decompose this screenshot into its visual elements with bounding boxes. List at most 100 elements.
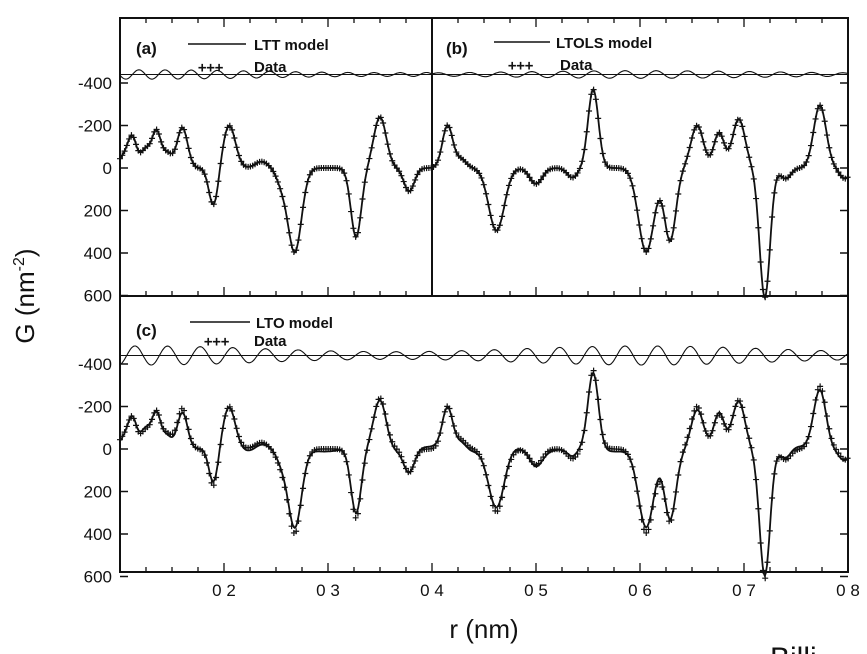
top-data-point — [659, 203, 666, 210]
bottom-data-point — [412, 457, 419, 464]
bottom-data-point — [219, 425, 226, 432]
top-panel-frame — [119, 17, 849, 297]
bottom-data-point — [338, 447, 345, 454]
footer-text: Billi — [770, 642, 817, 654]
top-data-point — [698, 130, 705, 137]
bottom-data-point — [627, 456, 634, 463]
top-data-point — [130, 134, 137, 141]
top-panel-curves — [117, 69, 851, 301]
bottom-data-point — [268, 446, 275, 453]
bottom-data-point — [119, 433, 126, 440]
top-data-point — [158, 138, 165, 145]
top-data-point — [119, 152, 126, 159]
top-data-point — [602, 159, 609, 166]
top-data-point — [233, 144, 240, 151]
top-data-point — [181, 126, 188, 133]
bottom-data-point — [215, 459, 222, 466]
bottom-data-point — [231, 415, 238, 422]
bottom-data-point — [826, 425, 833, 432]
x-tick-label: 0 6 — [628, 581, 652, 600]
top-data-point — [663, 228, 670, 235]
top-data-point — [762, 294, 769, 301]
bottom-data-point — [643, 529, 650, 536]
bottom-data-point — [574, 450, 581, 457]
top-data-point — [812, 115, 819, 122]
top-data-point — [229, 126, 236, 133]
top-data-point — [725, 145, 732, 152]
bottom-data-point — [599, 431, 606, 438]
bottom-data-point — [485, 482, 492, 489]
bottom-data-point — [123, 423, 130, 430]
top-data-point — [716, 129, 723, 136]
bottom-data-point — [682, 441, 689, 448]
top-data-point — [217, 160, 224, 167]
bottom-data-point — [213, 474, 220, 481]
bottom-data-point — [524, 452, 531, 459]
top-y-tick-label: -200 — [78, 117, 112, 136]
top-data-point — [380, 119, 387, 126]
top-data-point — [370, 133, 377, 140]
bottom-data-point — [409, 464, 416, 471]
top-data-point — [366, 155, 373, 162]
bottom-data-point — [284, 496, 291, 503]
top-data-point — [121, 148, 128, 155]
bottom-data-point — [476, 451, 483, 458]
top-data-point — [643, 248, 650, 255]
top-data-point — [272, 173, 279, 180]
bottom-data-point — [153, 407, 160, 414]
bottom-data-point — [414, 452, 421, 459]
top-data-point — [295, 237, 302, 244]
top-data-point — [721, 139, 728, 146]
top-data-point — [185, 145, 192, 152]
bottom-data-point — [403, 465, 409, 472]
top-data-point — [215, 178, 222, 185]
top-data-point — [210, 201, 217, 208]
panel-b-tag: (b) — [446, 39, 468, 58]
top-data-point — [446, 124, 453, 131]
bottom-data-point — [702, 427, 709, 434]
bottom-data-point — [718, 414, 725, 421]
bottom-data-point — [823, 413, 830, 420]
top-data-point — [441, 127, 448, 134]
bottom-data-point — [393, 446, 400, 453]
top-data-point — [766, 246, 773, 253]
top-data-point — [274, 178, 281, 185]
top-data-point — [631, 193, 638, 200]
bottom-data-point — [203, 459, 210, 466]
bottom-data-point — [771, 470, 778, 477]
bottom-data-point — [503, 472, 510, 479]
bottom-data-point — [698, 411, 705, 418]
x-axis-title: r (nm) — [449, 614, 518, 644]
top-data-point — [364, 166, 371, 173]
ltt-model-line — [119, 115, 432, 254]
bottom-data-point — [670, 505, 677, 512]
top-data-point — [171, 146, 178, 153]
panel-c-tag: (c) — [136, 321, 157, 340]
top-data-point — [647, 235, 654, 242]
top-data-point — [341, 170, 348, 177]
bottom-data-point — [149, 416, 156, 423]
bottom-data-point — [146, 421, 153, 428]
top-data-point — [435, 157, 442, 164]
top-data-point — [823, 132, 830, 139]
top-data-point — [595, 115, 602, 122]
x-tick-label: 0 8 — [836, 581, 860, 600]
top-data-point — [499, 213, 506, 220]
bottom-data-point — [764, 559, 771, 566]
top-data-point — [746, 154, 753, 161]
bottom-data-point — [624, 451, 631, 458]
top-data-point — [652, 209, 659, 216]
bottom-data-point — [288, 523, 295, 530]
bottom-data-point — [364, 447, 371, 454]
top-data-point — [757, 259, 764, 266]
bottom-data-point — [439, 419, 446, 426]
top-data-point — [382, 129, 389, 136]
top-data-point — [711, 138, 718, 145]
top-data-point — [828, 154, 835, 161]
bottom-data-point — [684, 434, 691, 441]
bottom-data-point — [483, 471, 490, 478]
bottom-data-point — [592, 377, 599, 384]
ltols-model-line — [431, 87, 848, 301]
bottom-data-point — [386, 431, 393, 438]
